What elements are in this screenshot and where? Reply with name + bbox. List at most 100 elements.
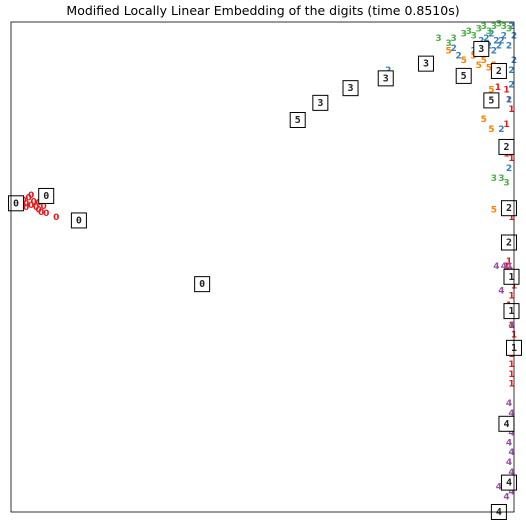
chart-title: Modified Locally Linear Embedding of the… bbox=[66, 3, 460, 18]
point-digit-5-5: 5 bbox=[486, 64, 492, 74]
point-digit-3-0: 3 bbox=[435, 34, 441, 44]
point-digit-2-8: 2 bbox=[491, 46, 497, 56]
point-digit-1-18: 1 bbox=[508, 321, 514, 331]
digit-thumbnail-4-19: 4 bbox=[498, 415, 515, 432]
point-digit-1-24: 1 bbox=[508, 380, 514, 390]
point-digit-2-15: 2 bbox=[508, 66, 514, 76]
thumbnail-digit: 4 bbox=[506, 478, 512, 489]
thumbnail-digit: 5 bbox=[488, 95, 494, 106]
thumbnail-digit: 4 bbox=[503, 419, 509, 430]
point-digit-0-3: 0 bbox=[25, 193, 31, 203]
thumbnail-box bbox=[417, 55, 434, 72]
point-digit-3-14: 3 bbox=[498, 174, 504, 184]
point-digit-2-7: 2 bbox=[488, 29, 494, 39]
point-digit-5-13: 5 bbox=[491, 206, 497, 216]
thumbnail-digit: 3 bbox=[383, 73, 389, 84]
thumbnail-digit: 5 bbox=[461, 71, 467, 82]
digit-thumbnail-0-0: 0 bbox=[8, 195, 25, 212]
point-digit-1-4: 1 bbox=[503, 120, 509, 130]
point-digit-0-6: 0 bbox=[33, 203, 39, 213]
thumbnail-digit: 3 bbox=[317, 98, 323, 109]
digit-thumbnail-3-9: 3 bbox=[473, 40, 490, 57]
thumbnail-box bbox=[483, 92, 500, 109]
digit-thumbnail-3-8: 3 bbox=[417, 55, 434, 72]
point-digit-0-10: 0 bbox=[53, 213, 59, 223]
point-digit-2-12: 2 bbox=[501, 32, 507, 42]
thumbnail-box bbox=[503, 303, 520, 320]
point-digit-0-8: 0 bbox=[38, 208, 44, 218]
point-digit-4-5: 4 bbox=[506, 399, 512, 409]
point-digit-4-6: 4 bbox=[508, 409, 514, 419]
point-digit-5-11: 5 bbox=[481, 115, 487, 125]
point-digit-2-18: 2 bbox=[506, 95, 512, 105]
chart-marks: 0000000000000001111111111111111111111111… bbox=[18, 19, 517, 502]
point-digit-4-10: 4 bbox=[508, 448, 514, 458]
digit-thumbnail-0-2: 0 bbox=[70, 212, 87, 229]
digit-thumbnail-3-5: 3 bbox=[312, 94, 329, 111]
point-digit-4-15: 4 bbox=[496, 483, 502, 493]
point-digit-3-10: 3 bbox=[496, 19, 502, 29]
point-digit-3-15: 3 bbox=[503, 179, 509, 189]
point-digit-1-23: 1 bbox=[508, 370, 514, 380]
point-digit-2-5: 2 bbox=[483, 34, 489, 44]
point-digit-1-15: 1 bbox=[508, 291, 514, 301]
point-digit-0-7: 0 bbox=[36, 206, 42, 216]
point-digit-2-20: 2 bbox=[506, 164, 512, 174]
thumbnail-digit: 3 bbox=[423, 59, 429, 70]
plot-frame bbox=[10, 21, 515, 513]
point-digit-4-4: 4 bbox=[508, 321, 514, 331]
point-digit-2-13: 2 bbox=[506, 42, 512, 52]
point-digit-1-9: 1 bbox=[506, 257, 512, 267]
point-digit-3-8: 3 bbox=[486, 27, 492, 37]
thumbnail-box bbox=[312, 94, 329, 111]
point-digit-3-2: 3 bbox=[451, 34, 457, 44]
thumbnail-box bbox=[377, 70, 394, 87]
point-digit-5-9: 5 bbox=[488, 86, 494, 96]
point-digit-3-13: 3 bbox=[491, 174, 497, 184]
point-digit-5-12: 5 bbox=[488, 125, 494, 135]
digit-thumbnail-0-1: 0 bbox=[38, 187, 55, 204]
point-digit-5-0: 5 bbox=[445, 46, 451, 56]
point-digit-4-3: 4 bbox=[498, 287, 504, 297]
digit-thumbnail-5-10: 5 bbox=[455, 67, 472, 84]
digit-thumbnail-1-16: 1 bbox=[503, 268, 520, 285]
point-digit-0-11: 0 bbox=[23, 203, 29, 213]
point-digit-3-3: 3 bbox=[461, 29, 467, 39]
thumbnail-box bbox=[38, 187, 55, 204]
point-digit-0-14: 0 bbox=[41, 202, 47, 212]
digit-thumbnail-5-4: 5 bbox=[289, 112, 306, 128]
digit-thumbnail-3-7: 3 bbox=[377, 70, 394, 87]
point-digit-1-8: 1 bbox=[508, 213, 514, 223]
point-digit-1-2: 1 bbox=[506, 95, 512, 105]
digit-thumbnail-2-11: 2 bbox=[490, 63, 507, 79]
point-digit-2-11: 2 bbox=[498, 37, 504, 47]
point-digit-4-8: 4 bbox=[508, 429, 514, 439]
point-digit-1-10: 1 bbox=[503, 262, 509, 272]
point-digit-0-5: 0 bbox=[31, 197, 37, 207]
point-digit-4-1: 4 bbox=[501, 262, 507, 272]
point-digit-1-1: 1 bbox=[503, 86, 509, 96]
thumbnail-box bbox=[194, 276, 211, 293]
point-digit-5-4: 5 bbox=[481, 56, 487, 66]
point-digit-4-2: 4 bbox=[506, 262, 512, 272]
point-digit-4-16: 4 bbox=[503, 492, 509, 502]
point-digit-2-1: 2 bbox=[456, 51, 462, 61]
point-digit-1-3: 1 bbox=[508, 105, 514, 115]
point-digit-4-12: 4 bbox=[508, 468, 514, 478]
point-digit-3-12: 3 bbox=[506, 24, 512, 34]
point-digit-3-6: 3 bbox=[476, 24, 482, 34]
thumbnail-box bbox=[8, 195, 25, 212]
point-digit-2-22: 2 bbox=[508, 22, 514, 32]
thumbnail-digit: 0 bbox=[13, 198, 19, 209]
thumbnail-digit: 1 bbox=[508, 272, 514, 283]
point-digit-1-22: 1 bbox=[508, 360, 514, 370]
point-digit-4-0: 4 bbox=[493, 262, 499, 272]
point-digit-3-1: 3 bbox=[445, 39, 451, 49]
point-digit-3-7: 3 bbox=[481, 22, 487, 32]
thumbnail-digit: 5 bbox=[295, 115, 301, 126]
point-digit-1-6: 1 bbox=[508, 154, 514, 164]
thumbnail-digit: 3 bbox=[478, 44, 484, 55]
point-digit-3-4: 3 bbox=[466, 27, 472, 37]
